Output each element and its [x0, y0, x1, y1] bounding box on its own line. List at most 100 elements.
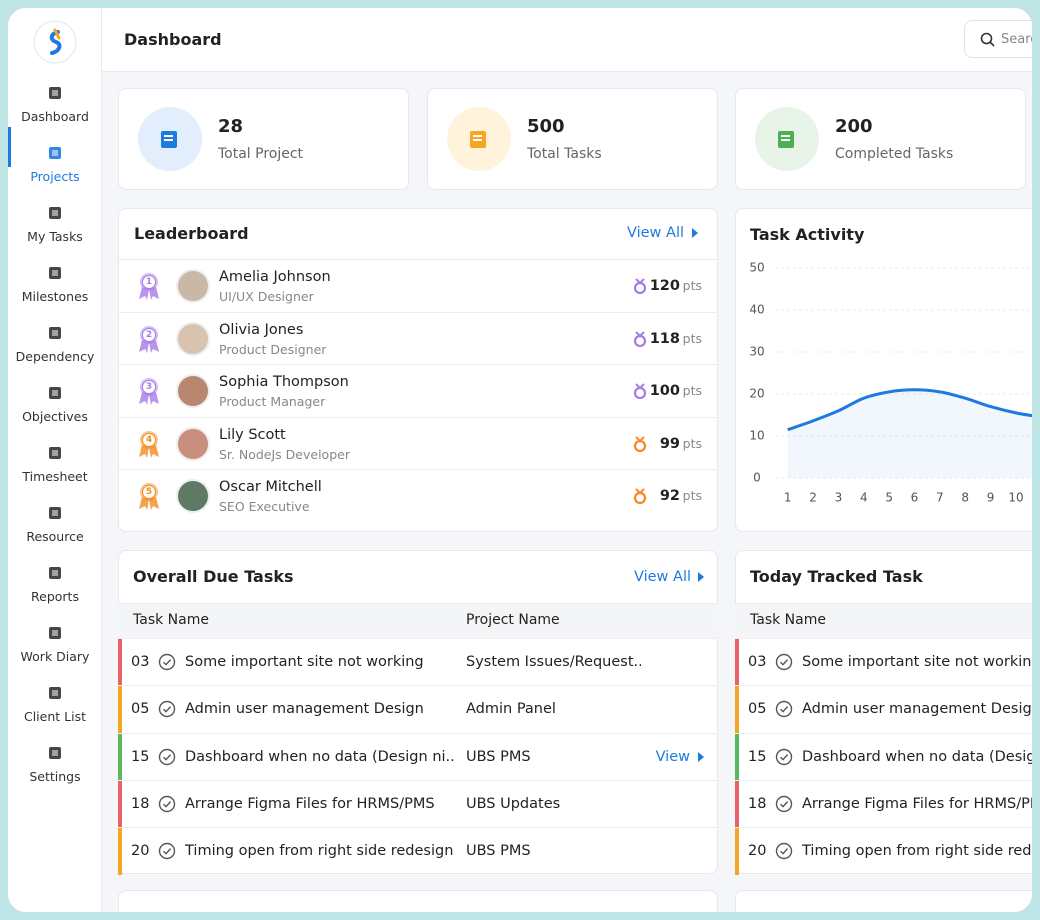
medal-icon — [633, 278, 647, 294]
nav-icon — [49, 747, 61, 759]
rank-badge — [139, 483, 159, 511]
points-unit: pts — [682, 330, 702, 346]
search-box[interactable] — [964, 20, 1032, 58]
status-bar — [118, 828, 122, 876]
rank-number: 1 — [145, 277, 153, 287]
column-header: Task Name — [133, 612, 209, 628]
points-unit: pts — [682, 435, 702, 451]
check-icon — [158, 653, 176, 671]
member-role: Product Designer — [219, 341, 327, 357]
member-role: Product Manager — [219, 394, 326, 410]
stat-value: 500 — [527, 117, 565, 137]
row-divider — [118, 827, 718, 829]
rank-number: 3 — [145, 382, 153, 393]
nav-label[interactable]: Projects — [30, 169, 80, 184]
avatar — [176, 269, 210, 303]
check-icon — [775, 842, 793, 860]
logo — [33, 20, 77, 64]
nav-icon — [49, 627, 61, 639]
nav-label[interactable]: Work Diary — [20, 649, 90, 664]
nav-icon — [49, 147, 61, 159]
row-divider — [735, 779, 1032, 781]
table-header-bg — [735, 603, 1032, 638]
row-divider — [118, 685, 718, 687]
nav-label[interactable]: Dashboard — [21, 109, 89, 124]
avatar — [176, 374, 210, 409]
project-name: System Issues/Request... — [466, 654, 641, 670]
nav-label[interactable]: Milestones — [21, 289, 89, 304]
medal-icon — [633, 383, 647, 400]
status-bar — [118, 686, 122, 734]
check-icon — [158, 701, 176, 718]
points-value: 100 — [649, 383, 680, 400]
task-name: Dashboard when no data (Design — [802, 748, 1032, 765]
arrow-icon — [692, 228, 698, 238]
member-name: Oscar Mitchell — [219, 479, 322, 496]
card-title: Leaderboard — [134, 224, 249, 243]
nav-label[interactable]: Client List — [23, 709, 86, 724]
points-value: 120 — [649, 278, 680, 294]
nav-icon — [49, 447, 61, 459]
project-name: UBS PMS — [466, 843, 531, 860]
rank-badge — [139, 430, 159, 458]
points-unit: pts — [682, 488, 702, 504]
task-activity-card — [735, 208, 1032, 532]
medal-icon — [633, 436, 647, 452]
row-divider — [118, 416, 718, 418]
avatar — [176, 479, 210, 514]
points-value: 92 — [659, 488, 680, 505]
nav-label[interactable]: Reports — [31, 589, 79, 604]
stat-label: Completed Tasks — [835, 146, 954, 162]
table-header-bg — [118, 603, 718, 638]
column-header: Task Name — [750, 612, 826, 628]
task-name: Some important site not working — [802, 654, 1032, 670]
nav-label[interactable]: Resource — [26, 529, 84, 544]
status-bar — [735, 639, 739, 686]
nav-label[interactable]: Dependency — [15, 349, 95, 364]
row-divider — [735, 827, 1032, 829]
stat-icon — [470, 131, 486, 148]
search-input[interactable]: Search — [1001, 32, 1032, 47]
row-divider — [118, 779, 718, 781]
search-icon — [980, 32, 995, 47]
stat-icon — [161, 131, 177, 148]
points-value: 99 — [659, 435, 680, 452]
nav-icon — [49, 267, 61, 279]
points-value: 118 — [649, 330, 680, 347]
task-name: Admin user management Design — [185, 701, 424, 718]
nav-icon — [49, 87, 61, 99]
medal-icon — [633, 488, 647, 505]
nav-icon — [49, 207, 61, 219]
header — [102, 8, 1032, 72]
task-id: 15 — [748, 748, 767, 765]
rank-badge — [139, 378, 159, 406]
rank-badge — [139, 273, 159, 300]
member-role: SEO Executive — [219, 499, 310, 515]
member-name: Olivia Jones — [219, 321, 304, 338]
nav-icon — [49, 387, 61, 399]
column-header: Project Name — [466, 612, 560, 628]
nav-label[interactable]: Objectives — [22, 409, 88, 424]
card-title: Overall Due Tasks — [133, 567, 294, 586]
view-all-link[interactable]: View All — [634, 569, 691, 585]
task-name: Dashboard when no data (Design ni... — [185, 748, 455, 765]
rank-number: 2 — [145, 329, 153, 340]
member-role: UI/UX Designer — [219, 289, 314, 304]
project-name: UBS PMS — [466, 748, 531, 765]
row-divider — [735, 638, 1032, 639]
stat-label: Total Tasks — [527, 146, 602, 162]
nav-label[interactable]: Timesheet — [22, 469, 88, 484]
view-link[interactable]: View — [655, 748, 690, 765]
view-all-link[interactable]: View All — [627, 225, 684, 241]
avatar — [176, 321, 210, 356]
nav-label[interactable]: My Tasks — [27, 229, 83, 244]
task-id: 18 — [748, 795, 767, 812]
row-divider — [735, 732, 1032, 734]
task-id: 03 — [748, 654, 767, 670]
nav-label[interactable]: Settings — [29, 769, 81, 784]
task-id: 05 — [131, 701, 150, 718]
status-bar — [735, 733, 739, 781]
card-title: Today Tracked Task — [750, 567, 923, 586]
check-icon — [775, 701, 793, 718]
